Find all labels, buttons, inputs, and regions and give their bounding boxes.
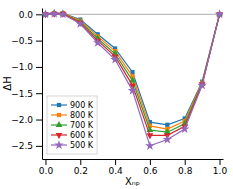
tick: −1.5 <box>11 89 42 99</box>
marker <box>58 9 68 18</box>
tick-label: −0.5 <box>11 36 33 46</box>
series-line <box>45 14 219 146</box>
plot: 0.0 0.2 0.4 0.6 0.8 1.0 0.0 −0.5 −1.0 −1.5 −2.0 −2.… <box>11 9 227 177</box>
tick-mark <box>36 146 42 147</box>
tick: −1.0 <box>11 62 42 72</box>
series-line <box>45 13 219 132</box>
zero-line <box>42 14 223 15</box>
legend-marker <box>57 103 61 107</box>
x-axis-title: Xₙₚ <box>125 176 140 187</box>
marker <box>180 124 190 133</box>
marker <box>164 128 171 134</box>
tick: 0.2 <box>74 159 88 176</box>
series-line <box>45 14 219 136</box>
y-axis: 0.0 −0.5 −1.0 −1.5 −2.0 −2.5 <box>11 9 42 160</box>
legend-label: 600 K <box>70 131 94 140</box>
marker <box>110 55 120 64</box>
legend-label: 900 K <box>70 101 94 110</box>
tick-label: 0.8 <box>178 166 193 176</box>
marks <box>42 9 223 150</box>
tick: −2.5 <box>11 141 42 151</box>
marker <box>128 86 138 95</box>
legend-marker <box>56 121 63 127</box>
x-axis: 0.0 0.2 0.4 0.6 0.8 1.0 <box>39 159 228 176</box>
tick-mark <box>36 14 42 15</box>
marker <box>145 141 155 150</box>
legend-frame <box>47 96 97 154</box>
tick-mark <box>45 159 46 165</box>
legend-label: 700 K <box>70 121 94 130</box>
tick-mark <box>150 159 151 165</box>
tick: 0.0 <box>39 159 54 176</box>
marker <box>76 19 86 28</box>
legend-marker <box>57 113 61 117</box>
tick-label: 0.0 <box>39 166 54 176</box>
tick: 0.6 <box>143 159 158 176</box>
tick-mark <box>36 120 42 121</box>
tick: 0.0 <box>19 10 42 20</box>
chart: 0.0 0.2 0.4 0.6 0.8 1.0 0.0 −0.5 −1.0 −1.5 −2.0 −2.… <box>0 0 233 189</box>
marker <box>49 9 59 18</box>
tick: −0.5 <box>11 36 42 46</box>
tick: 0.4 <box>108 159 123 176</box>
tick-mark <box>36 93 42 94</box>
tick-label: −1.5 <box>11 89 33 99</box>
tick-mark <box>185 159 186 165</box>
tick-mark <box>80 159 81 165</box>
marker <box>215 9 223 18</box>
tick-label: 1.0 <box>213 166 228 176</box>
tick-mark <box>115 159 116 165</box>
marker <box>93 38 103 47</box>
tick-mark <box>220 159 221 165</box>
tick-label: 0.0 <box>19 10 34 20</box>
tick-label: 0.4 <box>108 166 123 176</box>
legend-label: 800 K <box>70 111 94 120</box>
legend-marker <box>56 133 63 139</box>
marker <box>165 123 169 127</box>
tick: 0.8 <box>178 159 193 176</box>
tick-mark <box>36 67 42 68</box>
tick-mark <box>36 41 42 42</box>
tick-label: −2.0 <box>11 115 33 125</box>
marker <box>42 9 50 18</box>
axis-line <box>42 9 43 160</box>
marker <box>163 135 173 144</box>
marker <box>197 80 207 89</box>
tick-label: 0.2 <box>74 166 88 176</box>
tick-label: −2.5 <box>11 141 33 151</box>
tick-label: −1.0 <box>11 62 33 72</box>
legend-marker <box>54 140 64 149</box>
legend-label: 500 K <box>70 141 94 150</box>
axis-line <box>43 159 224 160</box>
series-line <box>45 13 219 129</box>
legend: 900 K800 K700 K600 K500 K <box>47 96 97 154</box>
y-axis-title: ΔH <box>2 76 13 90</box>
tick: 1.0 <box>213 159 228 176</box>
tick: −2.0 <box>11 115 42 125</box>
tick-label: 0.6 <box>143 166 158 176</box>
